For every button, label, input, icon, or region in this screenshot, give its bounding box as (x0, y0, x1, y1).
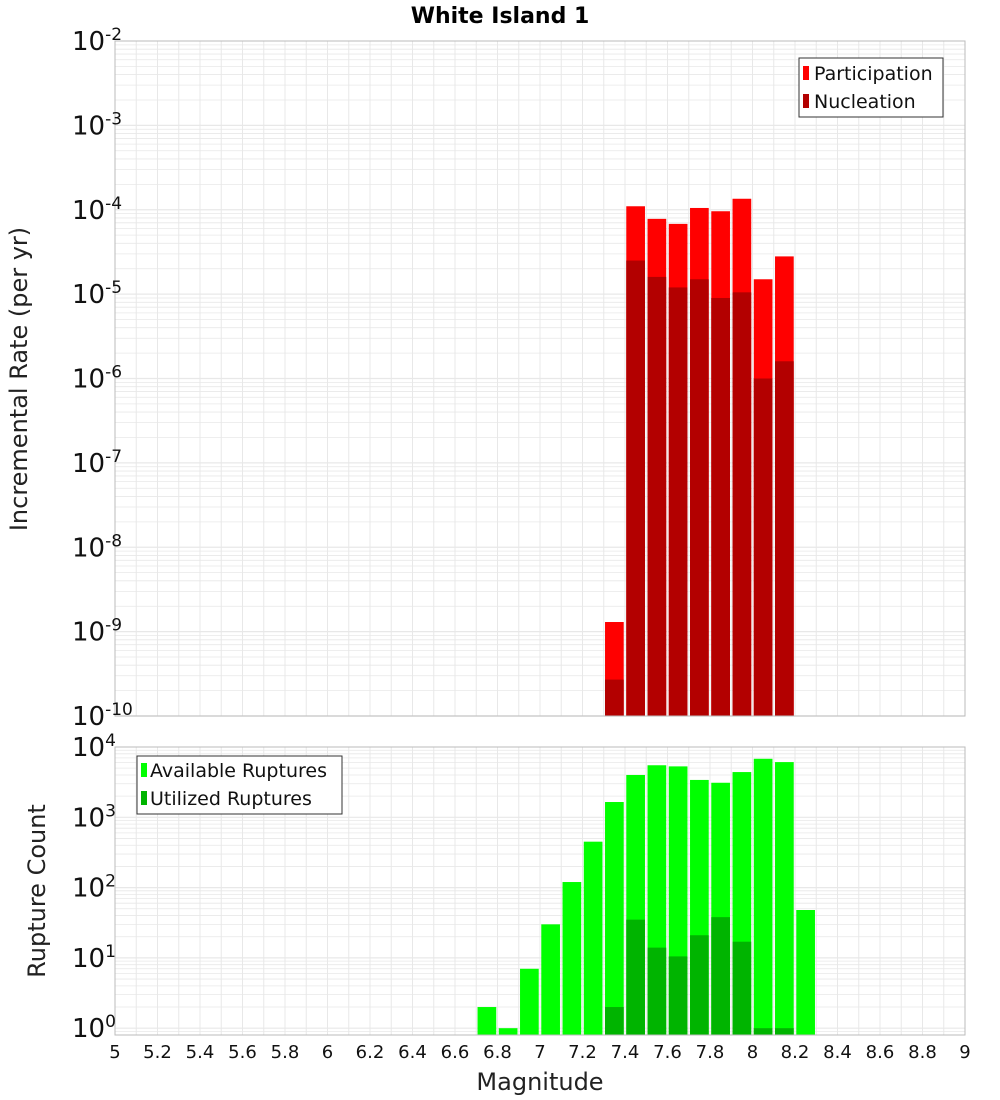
bar-available-ruptures (520, 968, 539, 1035)
bar-available-ruptures (796, 910, 815, 1035)
x-tick-label: 6.2 (356, 1042, 385, 1063)
x-tick-label: 7.2 (568, 1042, 597, 1063)
legend-swatch-nucleation (803, 94, 809, 108)
bottom-plot-frame (114, 746, 966, 1036)
y-tick-label: 104 (72, 731, 116, 763)
y-tick-label: 10-2 (72, 25, 122, 57)
y-tick-label: 10-7 (72, 447, 122, 479)
top-plot: 10-2 10-3 10-4 10-5 10-6 10-7 10-8 10-9 10-10 In… (5, 25, 966, 732)
top-y-ticks: 10-2 10-3 10-4 10-5 10-6 10-7 10-8 10-9 10-10 (72, 25, 133, 732)
bar-nucleation (690, 279, 709, 716)
x-tick-label: 7.4 (611, 1042, 640, 1063)
bar-nucleation (605, 679, 624, 716)
bar-utilized-ruptures (605, 1007, 624, 1035)
x-tick-label: 7.8 (696, 1042, 725, 1063)
y-tick-label: 10-6 (72, 363, 122, 395)
x-tick-label: 7 (534, 1042, 545, 1063)
x-tick-label: 9 (959, 1042, 970, 1063)
bottom-legend-box (136, 755, 343, 815)
bottom-plot: 104 103 102 101 100 Rupture Count Available … (23, 731, 966, 1044)
x-tick-label: 5 (109, 1042, 120, 1063)
x-tick-label: 8.2 (781, 1042, 810, 1063)
bar-available-ruptures (562, 882, 582, 1035)
top-plot-grid (114, 41, 966, 717)
legend-label-nucleation: Nucleation (814, 91, 916, 113)
bar-available-ruptures (541, 924, 560, 1035)
x-tick-label: 6.4 (398, 1042, 427, 1063)
legend-label-utilized: Utilized Ruptures (150, 788, 312, 810)
bar-utilized-ruptures (690, 935, 709, 1035)
x-tick-label: 7.6 (653, 1042, 682, 1063)
bar-utilized-ruptures (753, 1028, 773, 1035)
x-tick-label: 8.6 (866, 1042, 895, 1063)
bar-nucleation (626, 260, 645, 716)
bar-available-ruptures (477, 1007, 497, 1035)
bar-available-ruptures (498, 1028, 518, 1035)
bar-utilized-ruptures (626, 919, 645, 1035)
legend-swatch-available (141, 763, 147, 777)
bottom-y-ticks: 104 103 102 101 100 (72, 731, 116, 1044)
x-tick-label: 6.6 (441, 1042, 470, 1063)
bar-utilized-ruptures (668, 956, 688, 1035)
x-tick-label: 8.8 (908, 1042, 937, 1063)
bar-utilized-ruptures (732, 941, 752, 1035)
top-plot-frame (114, 40, 966, 717)
bar-utilized-ruptures (775, 1028, 794, 1035)
y-tick-label: 10-9 (72, 616, 122, 648)
bar-nucleation (775, 361, 794, 716)
top-legend-box (798, 57, 944, 118)
x-tick-label: 8.4 (823, 1042, 852, 1063)
bar-nucleation (647, 276, 667, 716)
x-tick-label: 5.8 (271, 1042, 300, 1063)
y-tick-label: 103 (72, 801, 116, 833)
y-tick-label: 10-10 (72, 700, 133, 732)
bar-nucleation (753, 378, 773, 716)
legend-label-participation: Participation (814, 63, 933, 85)
bar-nucleation (668, 287, 688, 716)
bar-utilized-ruptures (647, 947, 667, 1035)
x-tick-labels: 5 5.2 5.4 5.6 5.8 6 6.2 6.4 6.6 6.8 7 7.2 7.4 7.6 7.8 8… (109, 1042, 970, 1063)
y-tick-label: 10-8 (72, 531, 122, 563)
bar-available-ruptures (753, 758, 773, 1035)
bottom-y-axis-label: Rupture Count (23, 804, 51, 978)
y-tick-label: 10-3 (72, 109, 122, 141)
bar-utilized-ruptures (711, 917, 730, 1035)
bar-available-ruptures (605, 802, 624, 1035)
legend-swatch-utilized (141, 791, 147, 805)
x-axis-label: Magnitude (476, 1068, 603, 1096)
x-tick-label: 5.6 (228, 1042, 257, 1063)
bottom-plot-bars (477, 758, 815, 1035)
legend-swatch-participation (803, 66, 809, 80)
y-tick-label: 102 (72, 872, 116, 904)
legend-label-available: Available Ruptures (150, 760, 327, 782)
top-y-axis-label: Incremental Rate (per yr) (5, 227, 33, 531)
bottom-legend: Available Ruptures Utilized Ruptures (136, 755, 343, 815)
y-tick-label: 101 (72, 942, 116, 974)
x-tick-label: 5.4 (186, 1042, 215, 1063)
x-tick-label: 5.2 (143, 1042, 172, 1063)
top-plot-bars (605, 198, 794, 717)
y-tick-label: 10-4 (72, 194, 122, 226)
y-tick-label: 100 (72, 1012, 116, 1044)
x-tick-label: 6.8 (483, 1042, 512, 1063)
bar-nucleation (732, 292, 752, 716)
bar-available-ruptures (775, 762, 794, 1035)
y-tick-label: 10-5 (72, 278, 122, 310)
x-tick-label: 6 (322, 1042, 333, 1063)
top-legend: Participation Nucleation (798, 57, 944, 118)
chart-title: White Island 1 (411, 4, 590, 29)
x-tick-label: 8 (747, 1042, 758, 1063)
bar-nucleation (711, 297, 730, 716)
bar-available-ruptures (583, 841, 603, 1035)
